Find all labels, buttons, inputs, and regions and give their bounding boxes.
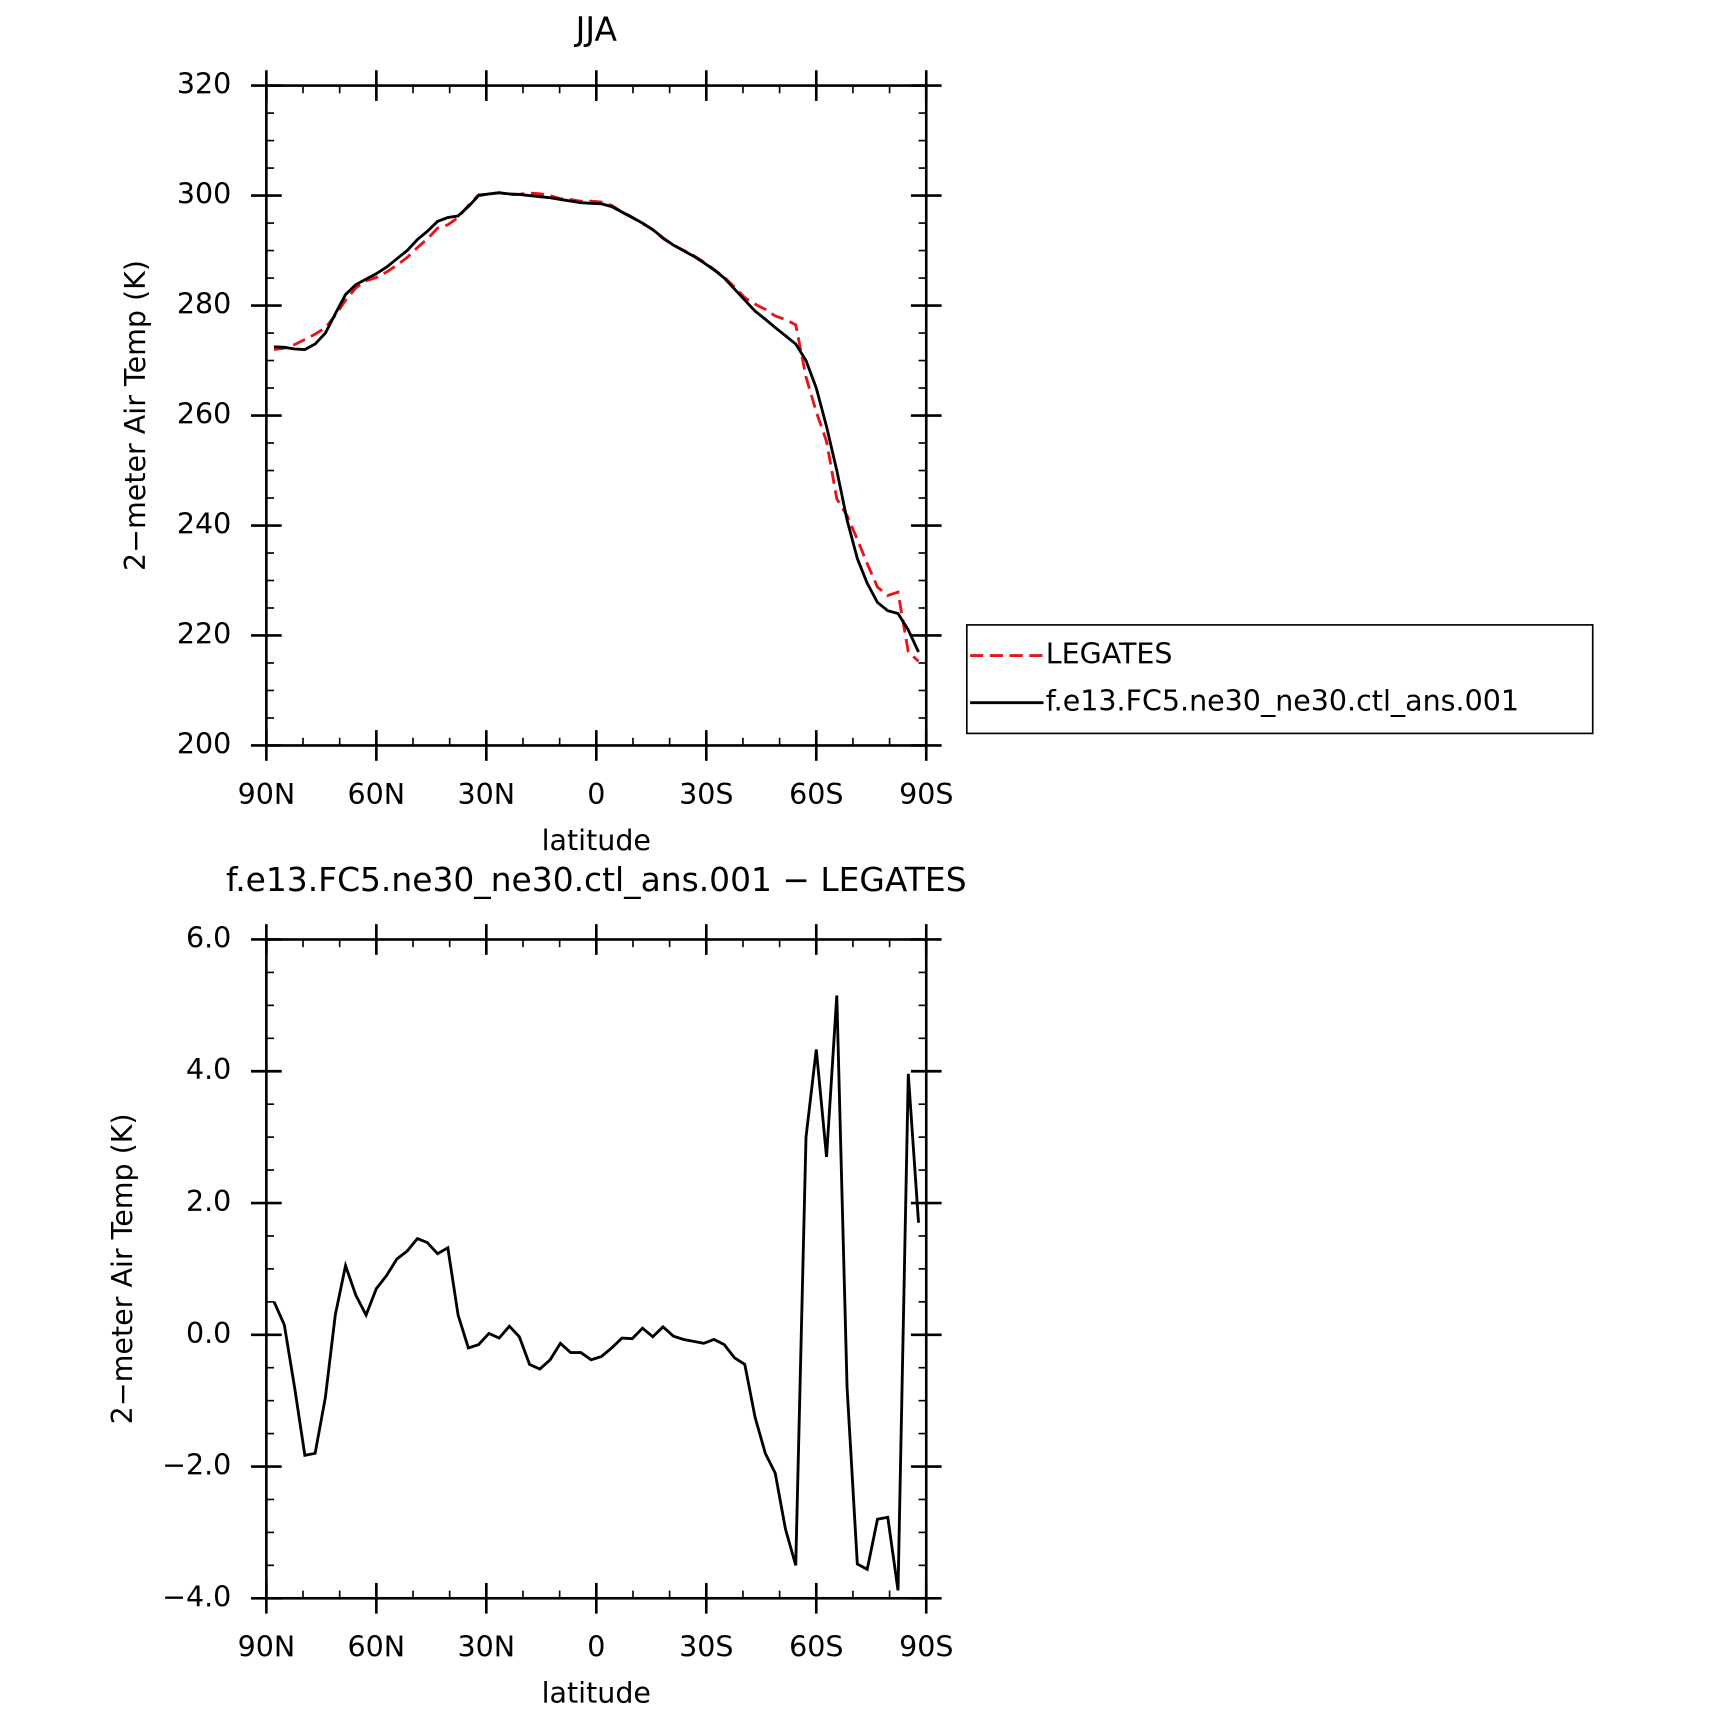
y-tick-label: 300 — [177, 178, 231, 211]
y-tick-label: −4.0 — [162, 1580, 231, 1613]
legend-box — [965, 624, 1594, 735]
x-tick-label: 30N — [458, 1631, 516, 1664]
legend-label: LEGATES — [1046, 638, 1173, 671]
data-line — [273, 191, 920, 663]
plot-frame — [265, 84, 928, 747]
y-tick-label: 240 — [177, 508, 231, 541]
x-tick-label: 30S — [679, 1631, 733, 1664]
x-tick-label: 30S — [679, 778, 733, 811]
x-tick-label: 30N — [458, 778, 516, 811]
chart-title: JJA — [574, 9, 618, 48]
legend-label: f.e13.FC5.ne30_ne30.ctl_ans.001 — [1046, 685, 1519, 718]
x-tick-label: 90S — [899, 1631, 953, 1664]
plot-frame — [265, 938, 928, 1600]
y-tick-label: 200 — [177, 727, 231, 760]
x-tick-label: 60N — [348, 778, 406, 811]
y-tick-label: 280 — [177, 288, 231, 321]
y-tick-label: 260 — [177, 398, 231, 431]
y-tick-label: 220 — [177, 617, 231, 650]
x-tick-label: 60S — [789, 778, 843, 811]
y-axis-label: 2−meter Air Temp (K) — [119, 260, 152, 571]
data-line — [272, 995, 920, 1591]
x-tick-label: 60N — [348, 1631, 406, 1664]
y-tick-label: 6.0 — [186, 921, 231, 954]
x-axis-label: latitude — [542, 1677, 651, 1710]
x-tick-label: 90N — [238, 1631, 296, 1664]
x-tick-label: 90N — [238, 778, 296, 811]
x-tick-label: 60S — [789, 1631, 843, 1664]
chart-title: f.e13.FC5.ne30_ne30.ctl_ans.001 − LEGATE… — [226, 860, 967, 899]
y-tick-label: 0.0 — [186, 1317, 231, 1350]
y-tick-label: 2.0 — [186, 1185, 231, 1218]
y-tick-label: −2.0 — [162, 1449, 231, 1482]
y-tick-label: 320 — [177, 68, 231, 101]
x-tick-label: 90S — [899, 778, 953, 811]
x-tick-label: 0 — [587, 778, 605, 811]
x-tick-label: 0 — [587, 1631, 605, 1664]
y-axis-label: 2−meter Air Temp (K) — [106, 1113, 139, 1424]
data-line — [273, 191, 920, 653]
y-tick-label: 4.0 — [186, 1053, 231, 1086]
x-axis-label: latitude — [542, 824, 651, 857]
